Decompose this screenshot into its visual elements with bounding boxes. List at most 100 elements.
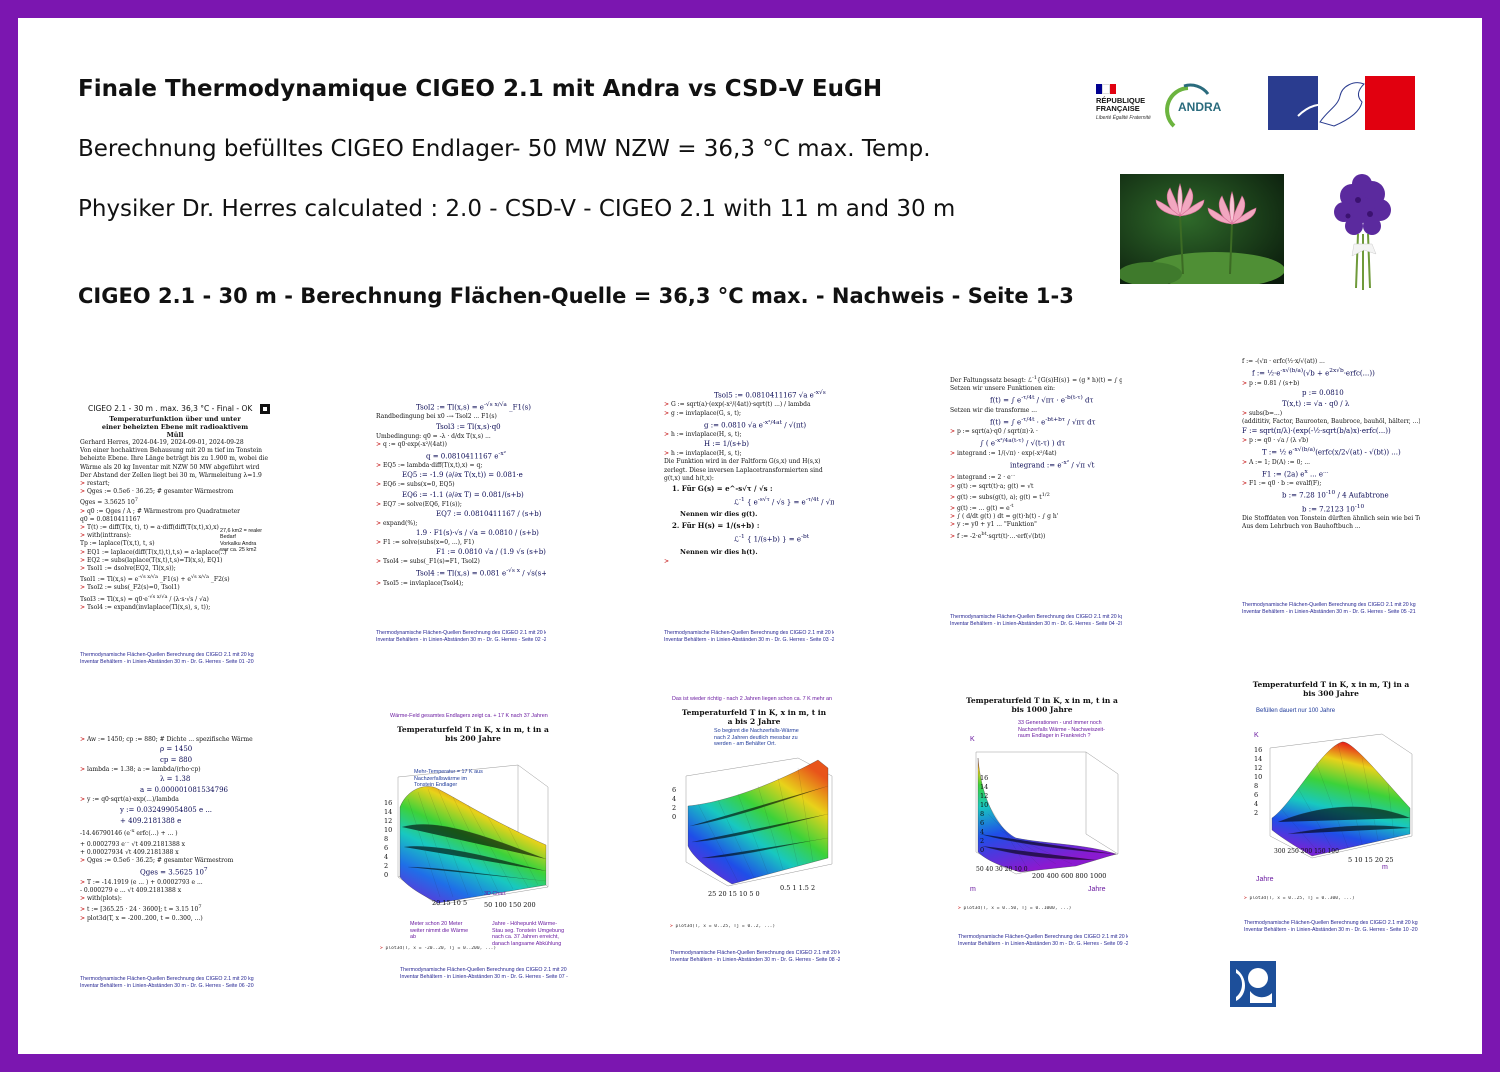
page-09-plot-title: Temperaturfeld T in K, x in m, t in a bi… [966,696,1118,714]
lotus-photo [1120,174,1284,284]
formula-line: Tsol3 := Tl(x,s) = q0·e-√s x/√a / (λ·s·√… [80,593,209,603]
formula-line: F1 := 0.0810 √a / (1.9 √s (s+b)) [436,548,546,557]
maple-leaf-icon [260,404,270,414]
page-07: Wärme-Feld gesamtes Endlagers zeigt ca. … [378,711,568,991]
page-07-t-ticks: 50 100 150 200 [484,901,536,909]
republique-motto: Liberté Égalité Fraternité [1096,115,1151,121]
formula-line: Aus dem Lehrbuch von Bauhoftbuch ... [1242,523,1361,531]
page-08-surface-plot [685,757,833,887]
formula-line: > y := y0 + y1 ... "Funktion" [950,521,1037,529]
formula-line: F1 := (2a) ex ... e... [1262,468,1329,479]
formula-line: Tp := laplace(T(x,t), t, s) [80,540,155,548]
formula-line: beheizte Ebene. Ihre Länge beträgt bis z… [80,455,268,463]
page-09-axis-m: m [970,886,976,893]
formula-line: > T := -14.1919 (e ... ) + 0.0002793 e .… [80,878,203,886]
page-10-axis-k: K [1254,732,1259,739]
page-08-top-caption: Das ist wieder richtig - nach 2 Jahren l… [672,696,833,702]
page-10-note: Befüllen dauert nur 100 Jahre [1256,708,1336,714]
page-04: Der Faltungssatz besagt: ℒ-1{G(s)H(s)} =… [950,374,1122,634]
formula-line: p := 0.0810 [1302,388,1344,397]
andra-label: ANDRA [1178,100,1222,114]
formula-line: Tsol4 := Tl(x,s) = 0.081 e-√s x / √s(s+b… [416,568,546,578]
page-07-x-ticks: 20 15 10 5 [432,899,468,907]
page-10: Temperaturfeld T in K, x in m, Tj in a b… [1242,678,1420,940]
formula-line: > y := q0·sqrt(a)·exp(...)/lambda [80,796,179,804]
page-09-t-ticks: 200 400 600 800 1000 [1032,872,1107,880]
formula-line: > with(inttrans): [80,532,131,540]
page-07-plot-command: > plot3d(T, x = -20..20, Tj = 0..200, ..… [380,946,497,951]
page-10-x-ticks: 5 10 15 20 25 [1348,856,1394,864]
republique-francaise-logo: RÉPUBLIQUE FRANÇAISE Liberté Égalité Fra… [1096,84,1156,121]
formula-line: > g(t) := subs(g(t), a); g(t) = t1/2 [950,491,1050,501]
section-subtitle: CIGEO 2.1 - 30 m - Berechnung Flächen-Qu… [78,284,1074,308]
page-06-footer: Thermodynamische Flächen-Quellen Berechn… [80,976,254,989]
page-10-axis-jahre: Jahre [1256,876,1274,883]
formula-line: > integrand := 1/(√π) · exp(-x²/4at) [950,449,1057,457]
formula-line: λ = 1.38 [160,775,191,784]
formula-line: > EQ7 := solve(EQ6, F1(s)); [376,500,462,508]
formula-line: > EQ5 := lambda·diff(T(x,t),x) = q; [376,462,483,470]
page-05-footer: Thermodynamische Flächen-Quellen Berechn… [1242,602,1416,615]
formula-line: Setzen wir unsere Funktionen ein: [950,385,1056,393]
formula-line: > F1 := solve(subs(x=0, ...), F1) [376,539,475,547]
page-09-axis-k: K [970,736,975,743]
formula-line: q0 = 0.0810411167 [80,515,141,523]
page-08-footer: Thermodynamische Flächen-Quellen Berechn… [670,950,840,963]
formula-line: > restart; [80,480,110,488]
andra-logo: ANDRA [1158,82,1228,130]
formula-line: f := -(√π · erfc(½·x/√(at)) ... [1242,358,1325,365]
formula-line: > [664,557,670,565]
formula-line: > Tsol2 := subs(_F2(s)=0, Tsol1) [80,584,180,592]
formula-line: > h := invlaplace(H, s, t); [664,450,742,458]
formula-line: > g(t) := ... g(t) = e-t [950,502,1014,512]
page-01-footer: Thermodynamische Flächen-Quellen Berechn… [80,652,254,665]
formula-line: > t := [365.25 · 24 · 3600]; t = 3.15 10… [80,904,202,914]
page-03: Tsol5 := 0.0810411167 √a e-x√s > G := sq… [664,388,834,648]
formula-line: Gerhard Herres, 2024-04-19, 2024-09-01, … [80,439,244,446]
formula-line: > g := invlaplace(G, s, t); [664,409,741,417]
page-09-surface-plot [975,751,1119,875]
formula-line: > T(t) := diff(T(x, t), t) = a·diff(diff… [80,524,219,532]
page-01-note: 27,6 km2 = realer Bedarf Vorkalku Andra … [220,528,263,554]
formula-line: > EQ1 := laplace(diff(T(x,t),t),t,s) = a… [80,548,227,556]
formula-line: Tsol3 := Tl(x,s)·q0 [436,422,501,431]
formula-line: Die Funktion wird in der Faltform G(s,x)… [664,458,823,482]
page-07-note-jahre: Jahre - Höhepunkt Wärme-Stau seg. Tonste… [492,921,565,947]
page-07-plot-title: Temperaturfeld T in K, x in m, t in a bi… [397,725,549,743]
formula-line: > Tsol4 := expand(invlaplace(Tl(x,s), s,… [80,603,211,611]
page-01-heading: Temperaturfunktion über und unter einer … [101,415,249,439]
formula-line: cp = 880 [160,756,193,765]
formula-line: > Aw := 1450; cp := 880; # Dichte ... sp… [80,736,253,743]
formula-line: > ∫ ( d/dt g(t) ) dt = g(t)·h(t) - ∫ g h… [950,513,1059,521]
page-02-footer: Thermodynamische Flächen-Quellen Berechn… [376,630,546,643]
page-07-note-meter: Meter schon 20 Meter weiter nimmt die Wä… [410,921,469,940]
andra-arc-icon [1165,83,1210,128]
page-03-line1: 1. Für G(s) = e^-s√τ / √s : [672,484,773,494]
formula-line: ∫ ( e-x²/4a(t-τ) / √(t-τ) ) dτ [980,438,1066,448]
page-07-footer: Thermodynamische Flächen-Quellen Berechn… [400,967,568,980]
page-08-t-ticks: 0.5 1 1.5 2 [780,884,816,892]
page-09-z-ticks: 16 14 12 10 8 6 4 2 0 [980,774,989,854]
formula-line: > integrand := 2 · e... [950,472,1016,482]
formula-line: ℒ-1 { e-s√τ / √s } = e-τ/4t / √πt [734,497,834,507]
formula-line: Tsol1 := Tl(x,s) = e-√s x/√a _F1(s) + e√… [80,574,230,584]
formula-line: > G := sqrt(a)·(exp(-x²/(4at))·sqrt(t) .… [664,401,811,409]
formula-line: > with(plots): [80,895,122,903]
formula-line: Der Faltungssatz besagt: ℒ-1{G(s)H(s)} =… [950,375,1122,384]
formula-line: b := 7.28 10-10 / 4 Aufabtrone [1282,490,1389,500]
formula-line: Umbedingung: q0 = -λ · d/dx T(x,s) ... [376,432,491,440]
formula-line: Die Stoffdaten von Tonstein dürften ähnl… [1242,515,1420,523]
formula-line: > p := q0 · √a / (λ √b) [1242,437,1309,445]
republique-label: RÉPUBLIQUE FRANÇAISE [1096,96,1146,113]
formula-line: > q0 := Qges / A ; # Wärmestrom pro Quad… [80,507,241,515]
page-10-footer: Thermodynamische Flächen-Quellen Berechn… [1244,920,1418,933]
formula-line: > A := 1; D(A) := 0; ... [1242,458,1311,466]
page-09: Temperaturfeld T in K, x in m, t in a bi… [956,694,1128,954]
formula-line: > p := 0.81 / (s+b) [1242,379,1300,387]
formula-line: 1.9 · F1(s)·√s / √a = 0.0810 / (s+b) [416,529,539,538]
page-02: Tsol2 := Tl(x,s) = e-√s x/√a _F1(s) Rand… [376,400,546,660]
formula-line: > plot3d(T, x = -200..200, t = 0..300, .… [80,914,203,922]
page-03-line4: Nennen wir dies h(t). [680,547,758,556]
formula-line: Randbedingung bei x0 -→ Tsol2 ... F1(s) [376,413,497,421]
formula-line: > q := q0·exp(-x²/(4at)) [376,440,447,448]
